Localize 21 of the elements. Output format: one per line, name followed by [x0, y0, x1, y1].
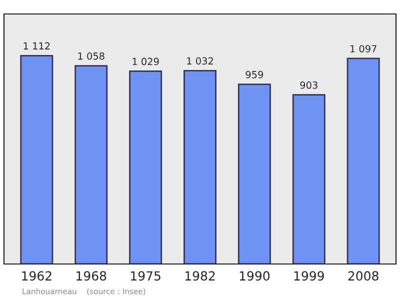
data-label: 1 058	[78, 52, 104, 60]
data-label: 1 032	[187, 57, 213, 65]
x-tick-label: 1975	[131, 271, 160, 281]
bar	[74, 65, 108, 264]
x-tick-label: 2008	[348, 271, 378, 281]
x-tick-label: 1968	[76, 271, 106, 281]
x-tick-label: 1982	[185, 271, 215, 281]
bar	[129, 70, 162, 264]
x-tick-label: 1999	[294, 271, 324, 281]
data-label: 1 097	[350, 45, 376, 52]
bar	[292, 94, 326, 264]
bar	[20, 54, 54, 264]
data-label: 959	[246, 70, 264, 78]
bar	[238, 84, 271, 264]
data-label: 1 029	[132, 58, 159, 66]
x-tick-label: 1990	[240, 271, 270, 281]
bar	[184, 70, 216, 264]
data-label: 1 112	[24, 42, 50, 50]
data-label: 903	[300, 81, 318, 89]
x-tick-label: 1962	[22, 271, 52, 281]
bar	[346, 58, 380, 264]
